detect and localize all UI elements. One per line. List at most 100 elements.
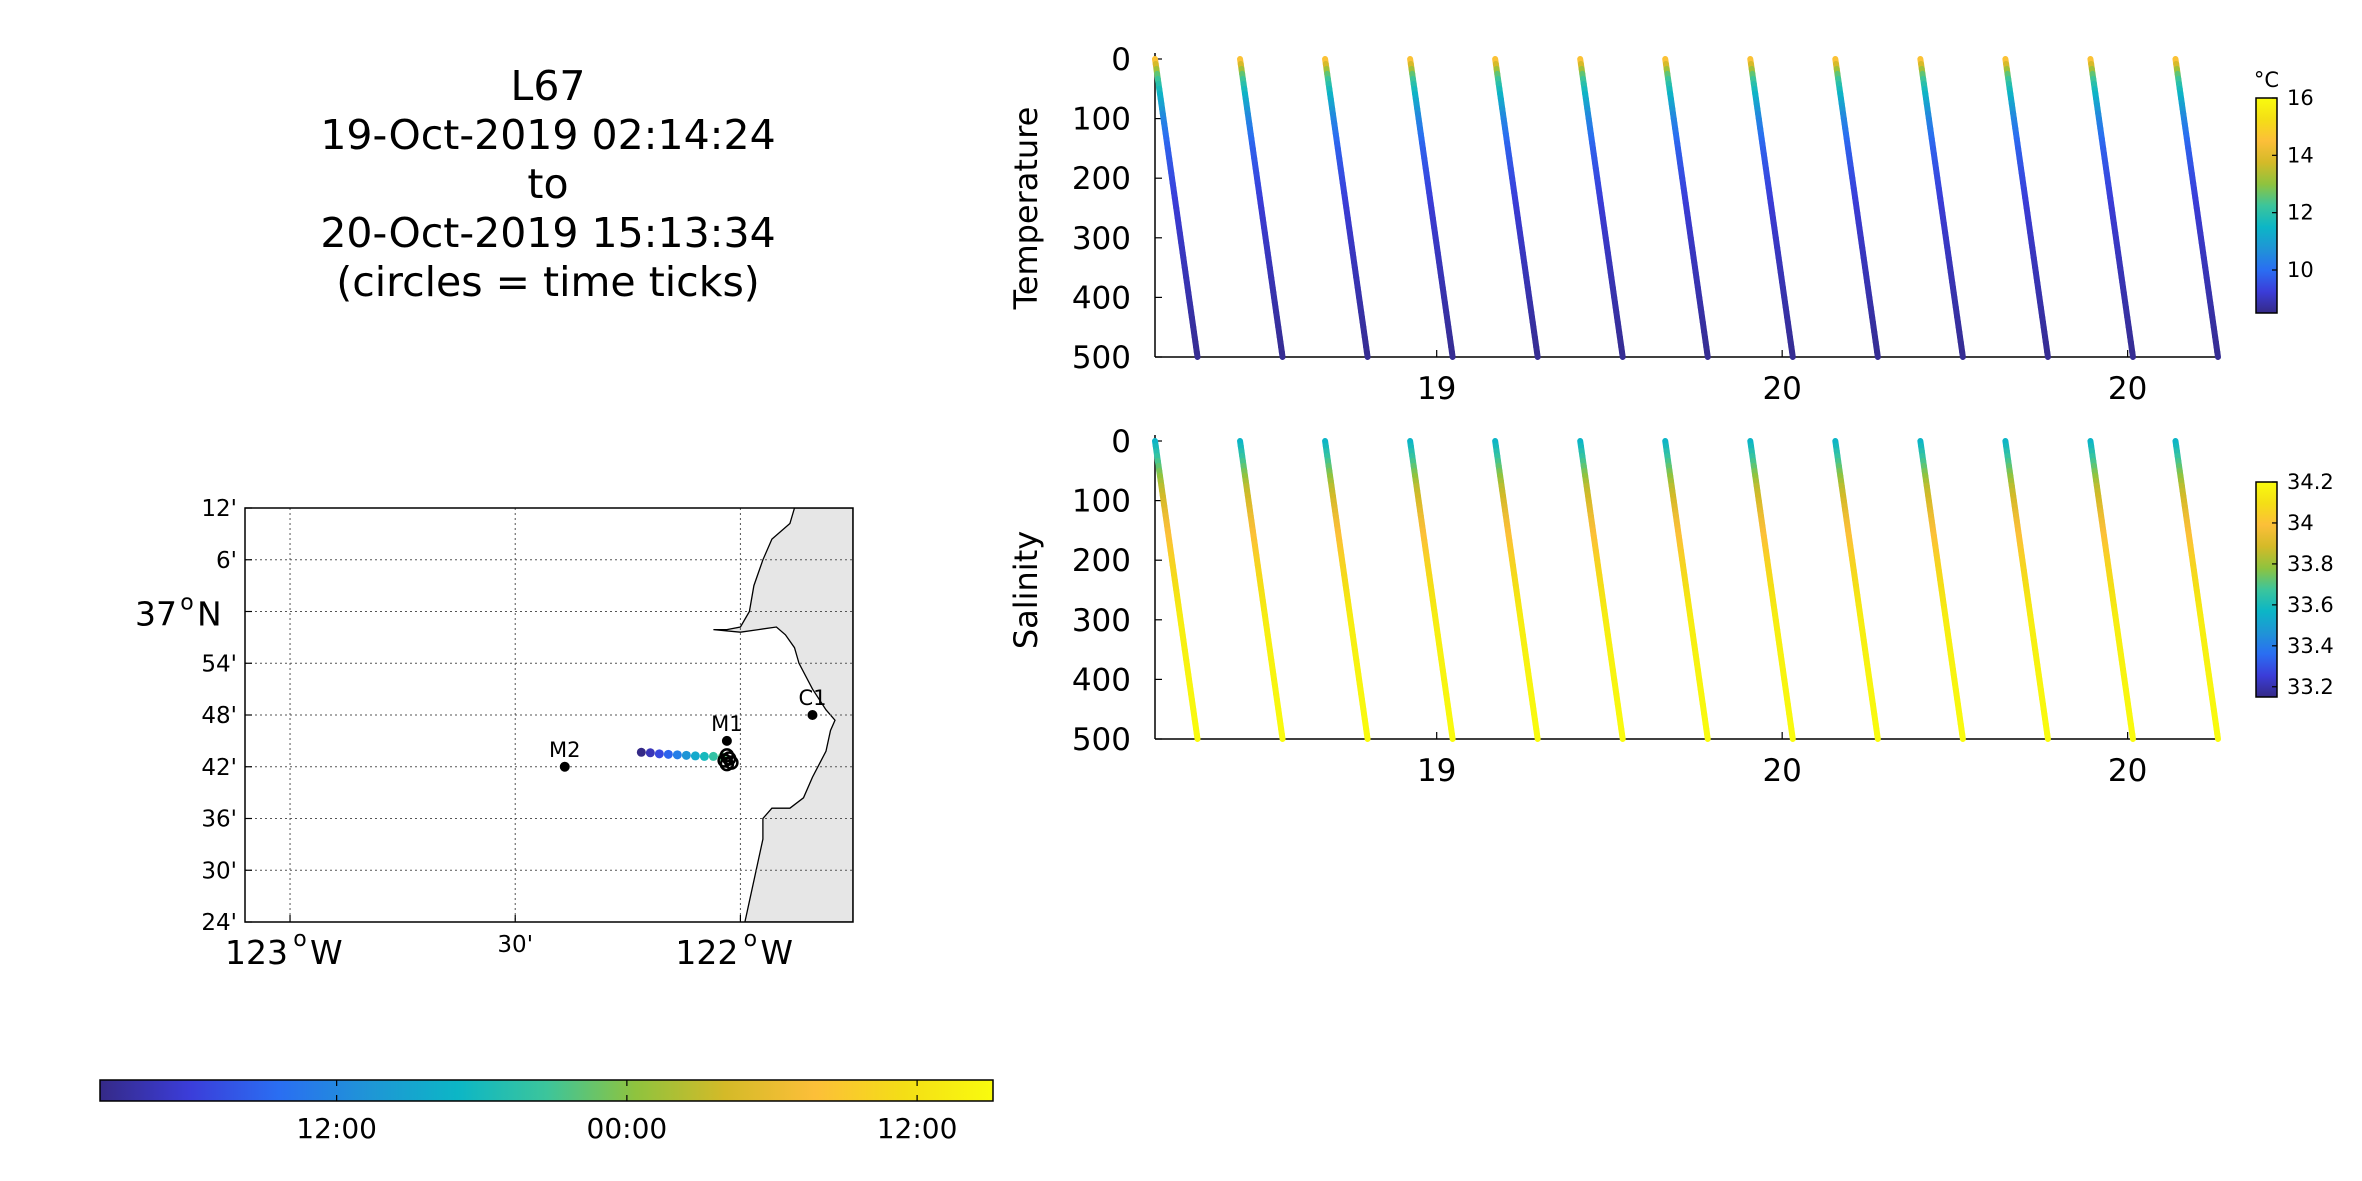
colorbar-unit: °C — [2254, 68, 2279, 92]
profile-segment — [1448, 349, 1456, 360]
x-tick-label: 20 — [1762, 753, 1801, 789]
profile-segment — [1619, 731, 1626, 742]
y-tick-label: 0 — [1111, 42, 1131, 78]
station-label: M2 — [549, 738, 580, 762]
profile — [1407, 56, 1456, 360]
profile-segment — [1959, 731, 1966, 742]
map-lat-label: 37 o N — [135, 591, 222, 634]
temperature-section: 0 100 200 300 400 500 19 20 20 Temperature 16 14 12 1… — [1007, 42, 2314, 407]
colorbar-label: 10 — [2287, 258, 2314, 282]
map-lon-label: 30' — [497, 932, 533, 958]
profile — [1577, 56, 1626, 360]
map-lat-label: 30' — [201, 858, 237, 884]
profile-segment — [2214, 731, 2221, 742]
profile-segment — [1363, 731, 1371, 742]
track-point — [636, 747, 646, 757]
title-line-legend-note: (circles = time ticks) — [336, 258, 760, 306]
hemisphere: N — [197, 595, 222, 634]
track-point — [645, 748, 655, 758]
station-marker — [807, 710, 818, 720]
profile — [1152, 438, 1201, 742]
profile-segment — [2044, 731, 2051, 742]
profile-segment — [1448, 731, 1456, 742]
profile — [1832, 56, 1881, 360]
profile — [1492, 438, 1541, 742]
colorbar-label: 14 — [2287, 143, 2314, 167]
hemisphere: W — [760, 933, 793, 972]
title-line-glider: L67 — [510, 62, 586, 110]
profile — [1662, 56, 1711, 360]
profile — [2172, 438, 2221, 742]
map-lat-label: 12' — [201, 496, 237, 522]
profile — [1152, 56, 1201, 360]
lon-label-deg: 122 — [675, 933, 738, 972]
profile — [2002, 438, 2051, 742]
station-marker — [559, 761, 570, 772]
profile-segment — [1278, 349, 1286, 360]
map-lon-label: 122 o W — [675, 927, 793, 972]
profile — [2002, 56, 2051, 360]
colorbar-label: 33.6 — [2287, 593, 2334, 617]
y-tick-label: 400 — [1072, 662, 1131, 698]
profile — [1832, 438, 1881, 742]
track-point — [654, 749, 664, 759]
y-tick-label: 500 — [1072, 340, 1131, 376]
x-tick-label: 20 — [2108, 371, 2147, 407]
track-point — [681, 750, 691, 760]
salinity-section: 0 100 200 300 400 500 19 20 20 Salinity 34.2 34 33.8… — [1007, 424, 2334, 789]
profile-segment — [1193, 349, 1201, 360]
title-line-end-time: 20-Oct-2019 15:13:34 — [320, 209, 776, 257]
colorbar-label: 33.2 — [2287, 675, 2334, 699]
profile — [1917, 438, 1966, 742]
time-colorbar-label: 12:00 — [296, 1112, 377, 1145]
lon-label-deg: 123 — [225, 933, 288, 972]
y-tick-label: 200 — [1072, 161, 1131, 197]
profile-segment — [1363, 349, 1371, 360]
track-point — [672, 750, 682, 760]
map-lat-label: 42' — [201, 755, 237, 781]
profile — [1917, 56, 1966, 360]
y-tick-label: 300 — [1072, 221, 1131, 257]
profile — [1322, 438, 1371, 742]
profile — [1237, 56, 1286, 360]
map-lat-label: 36' — [201, 807, 237, 833]
y-axis-label: Salinity — [1007, 531, 1045, 649]
lat-label-deg: 37 — [135, 595, 177, 634]
track-map: 12'6'37 o N54'48'42'36'30'24'123 o W 30' 122 o W… — [135, 496, 854, 972]
title-line-start-time: 19-Oct-2019 02:14:24 — [320, 111, 776, 159]
time-colorbar-gradient — [99, 1079, 994, 1102]
x-tick-label: 20 — [1762, 371, 1801, 407]
track-point — [663, 749, 673, 759]
colorbar-label: 34 — [2287, 511, 2314, 535]
y-tick-label: 300 — [1072, 603, 1131, 639]
time-colorbar: 12:00 00:00 12:00 — [99, 1079, 994, 1145]
profile — [1237, 438, 1286, 742]
colorbar-gradient — [2255, 481, 2278, 698]
x-tick-label: 19 — [1417, 753, 1456, 789]
title-line-to: to — [527, 160, 569, 208]
profile-segment — [1704, 731, 1711, 742]
profile-segment — [1533, 349, 1541, 360]
map-lat-label: 54' — [201, 651, 237, 677]
time-tick-circle — [719, 756, 735, 772]
profile-segment — [2129, 349, 2136, 360]
profile — [2087, 56, 2136, 360]
profile — [1577, 438, 1626, 742]
profile-segment — [1704, 349, 1711, 360]
station-label: M1 — [711, 712, 742, 736]
profile — [1747, 438, 1796, 742]
track-point — [708, 751, 718, 761]
y-axis-label: Temperature — [1007, 107, 1045, 311]
profile-segment — [1789, 731, 1796, 742]
map-lat-label: 24' — [201, 910, 237, 936]
profile-segment — [2044, 349, 2051, 360]
profile-segment — [1278, 731, 1286, 742]
y-tick-label: 400 — [1072, 280, 1131, 316]
time-colorbar-label: 12:00 — [877, 1112, 958, 1145]
profile — [1322, 56, 1371, 360]
y-tick-label: 0 — [1111, 424, 1131, 460]
colorbar-label: 34.2 — [2287, 470, 2334, 494]
colorbar-label: 33.8 — [2287, 552, 2334, 576]
profile — [1662, 438, 1711, 742]
